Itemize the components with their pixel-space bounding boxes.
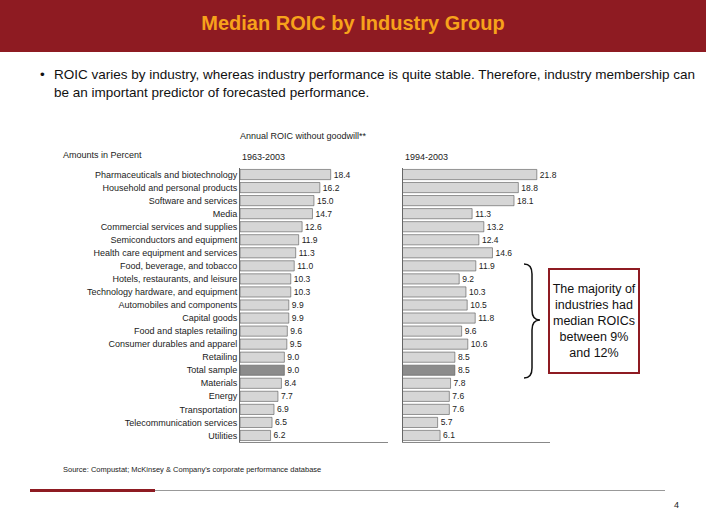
svg-text:13.2: 13.2 (487, 222, 504, 232)
svg-text:6.2: 6.2 (274, 430, 286, 440)
svg-text:Health care equipment and serv: Health care equipment and services (94, 248, 238, 258)
svg-text:15.0: 15.0 (317, 196, 334, 206)
svg-text:Food and staples retailing: Food and staples retailing (134, 326, 237, 336)
svg-text:11.0: 11.0 (297, 261, 313, 271)
svg-text:Commercial services and suppli: Commercial services and supplies (101, 222, 238, 232)
svg-text:Consumer durables and apparel: Consumer durables and apparel (109, 339, 238, 349)
svg-text:Utilities: Utilities (208, 431, 238, 441)
svg-text:10.6: 10.6 (471, 339, 488, 349)
svg-text:18.8: 18.8 (521, 183, 538, 193)
svg-text:9.5: 9.5 (290, 339, 302, 349)
svg-text:8.5: 8.5 (458, 352, 470, 362)
svg-text:9.9: 9.9 (292, 300, 304, 310)
svg-text:Total sample: Total sample (187, 365, 238, 375)
svg-text:8.5: 8.5 (458, 365, 470, 375)
svg-text:11.3: 11.3 (299, 248, 315, 258)
svg-text:Capital goods: Capital goods (182, 313, 238, 323)
svg-text:14.7: 14.7 (315, 209, 332, 219)
svg-text:18.4: 18.4 (334, 170, 351, 180)
svg-text:1994-2003: 1994-2003 (405, 152, 448, 162)
html-text:4: 4 (674, 500, 679, 510)
svg-text:11.9: 11.9 (479, 261, 495, 271)
svg-text:10.3: 10.3 (294, 287, 311, 297)
html-text:Median ROIC by Industry Group: Median ROIC by Industry Group (201, 12, 505, 34)
svg-text:Materials: Materials (201, 378, 238, 388)
svg-text:Pharmaceuticals and biotechnol: Pharmaceuticals and biotechnology (95, 170, 238, 180)
svg-text:9.9: 9.9 (292, 313, 304, 323)
svg-text:21.8: 21.8 (540, 170, 557, 180)
svg-text:9.0: 9.0 (287, 365, 299, 375)
svg-text:11.8: 11.8 (478, 313, 494, 323)
svg-text:Food, beverage, and tobacco: Food, beverage, and tobacco (120, 261, 237, 271)
svg-text:10.3: 10.3 (294, 274, 311, 284)
svg-text:7.8: 7.8 (454, 378, 466, 388)
svg-text:Media: Media (213, 209, 238, 219)
html-text:Source: Compustat; McKinsey &: Source: Compustat; McKinsey & Company's … (63, 465, 322, 474)
svg-text:1963-2003: 1963-2003 (242, 152, 285, 162)
svg-text:Household and personal product: Household and personal products (103, 183, 238, 193)
svg-text:Transportation: Transportation (179, 405, 237, 415)
svg-text:Semiconductors and equipment: Semiconductors and equipment (111, 235, 238, 245)
svg-text:Technology hardware, and equip: Technology hardware, and equipment (87, 287, 238, 297)
svg-text:6.9: 6.9 (277, 404, 289, 414)
svg-text:8.4: 8.4 (284, 378, 296, 388)
svg-text:Energy: Energy (209, 391, 238, 401)
svg-text:Automobiles and components: Automobiles and components (119, 300, 238, 310)
html-text:The majority of industries had: The majority of industries had median RO… (552, 282, 636, 360)
svg-text:9.0: 9.0 (287, 352, 299, 362)
html-text:ROIC varies by industry, where: ROIC varies by industry, whereas industr… (54, 67, 695, 100)
svg-text:12.4: 12.4 (482, 235, 499, 245)
svg-text:12.6: 12.6 (305, 222, 322, 232)
svg-text:11.3: 11.3 (475, 209, 491, 219)
svg-text:10.5: 10.5 (470, 300, 487, 310)
svg-text:7.6: 7.6 (452, 391, 464, 401)
svg-text:16.2: 16.2 (323, 183, 340, 193)
svg-text:Software and services: Software and services (149, 196, 238, 206)
svg-text:9.6: 9.6 (290, 326, 302, 336)
svg-text:10.3: 10.3 (469, 287, 486, 297)
svg-text:5.7: 5.7 (441, 417, 453, 427)
html-text:Annual ROIC without goodwill**: Annual ROIC without goodwill** (240, 131, 367, 141)
html-text:Amounts in Percent: Amounts in Percent (63, 150, 142, 160)
svg-text:Telecommunication services: Telecommunication services (125, 418, 238, 428)
svg-text:Hotels, restaurants, and leisu: Hotels, restaurants, and leisure (113, 274, 238, 284)
svg-text:6.5: 6.5 (275, 417, 287, 427)
svg-text:Retailing: Retailing (202, 352, 237, 362)
svg-text:9.2: 9.2 (462, 274, 474, 284)
svg-text:7.6: 7.6 (452, 404, 464, 414)
svg-text:6.1: 6.1 (443, 430, 455, 440)
svg-text:18.1: 18.1 (517, 196, 534, 206)
svg-text:14.6: 14.6 (495, 248, 512, 258)
svg-text:11.9: 11.9 (302, 235, 318, 245)
svg-text:9.6: 9.6 (465, 326, 477, 336)
svg-text:7.7: 7.7 (281, 391, 293, 401)
